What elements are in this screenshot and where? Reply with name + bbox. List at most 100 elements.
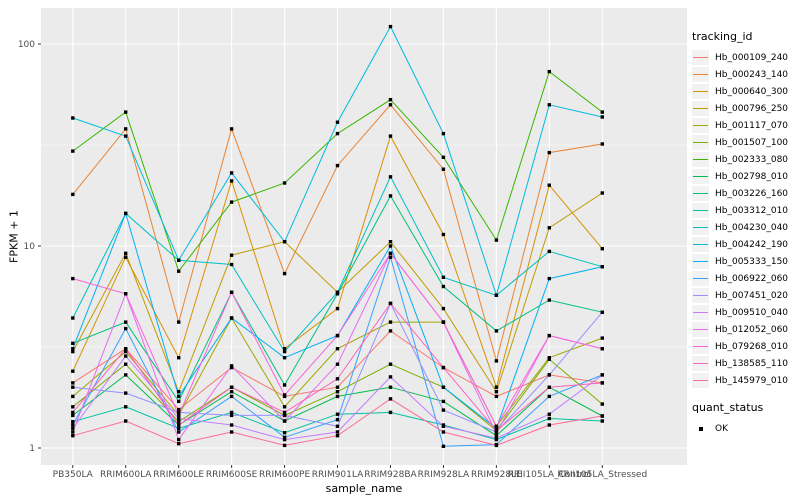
legend-entry-Hb_002333_080: Hb_002333_080 xyxy=(692,151,798,168)
data-point xyxy=(229,413,234,418)
legend-entry-Hb_003312_010: Hb_003312_010 xyxy=(692,202,798,219)
data-point xyxy=(600,414,604,418)
legend-entry-quant-OK: OK xyxy=(692,420,798,437)
data-point xyxy=(71,394,75,399)
data-point xyxy=(177,258,181,262)
data-point xyxy=(388,103,393,107)
x-tick-label: RRII105LA_Control xyxy=(508,470,591,480)
data-point xyxy=(441,284,446,289)
data-point xyxy=(388,410,393,415)
data-point xyxy=(494,390,499,394)
data-point xyxy=(124,255,128,259)
data-point xyxy=(335,434,340,438)
legend-key-line-icon xyxy=(692,254,709,269)
data-point xyxy=(441,320,446,324)
data-point xyxy=(71,349,75,354)
legend-entry-Hb_004242_190: Hb_004242_190 xyxy=(692,236,798,253)
data-point xyxy=(71,434,75,438)
legend-entry-label: Hb_000109_240 xyxy=(715,52,789,63)
legend-entry-label: Hb_004230_040 xyxy=(715,222,789,233)
data-point xyxy=(335,394,340,399)
legend-key-line-icon xyxy=(692,271,709,286)
data-point xyxy=(494,424,499,428)
data-point xyxy=(335,333,340,338)
data-point xyxy=(600,142,604,146)
legend-entry-Hb_145979_010: Hb_145979_010 xyxy=(692,372,798,389)
data-point xyxy=(441,131,446,136)
data-point xyxy=(547,357,551,361)
data-point xyxy=(71,149,75,153)
data-point xyxy=(71,116,75,120)
data-point xyxy=(124,251,128,255)
data-point xyxy=(177,320,181,324)
data-point xyxy=(494,394,499,399)
legend-entry-Hb_000796_250: Hb_000796_250 xyxy=(692,100,798,117)
data-point xyxy=(388,375,393,379)
y-tick-label: 100 xyxy=(18,40,35,50)
data-point xyxy=(388,251,393,255)
data-point xyxy=(229,390,234,394)
data-point xyxy=(282,413,287,418)
data-point xyxy=(124,362,128,366)
data-point xyxy=(124,127,128,131)
legend-entry-label: Hb_000243_140 xyxy=(715,69,789,80)
data-point xyxy=(282,437,287,442)
x-tick-label: RRII105LA_Stressed xyxy=(557,470,647,480)
y-tick-label: 1 xyxy=(29,444,35,454)
data-point xyxy=(600,110,604,114)
data-point xyxy=(229,430,234,434)
data-point xyxy=(494,436,499,440)
x-tick-label: RRIM600LE xyxy=(153,470,204,480)
data-point xyxy=(335,424,340,428)
data-point xyxy=(177,420,181,424)
data-point xyxy=(229,171,234,175)
legend-entry-label: Hb_009510_040 xyxy=(715,307,789,318)
data-point xyxy=(71,413,75,418)
legend-entry-Hb_001117_070: Hb_001117_070 xyxy=(692,117,798,134)
data-point xyxy=(124,354,128,358)
x-tick-label: PB350LA xyxy=(53,470,94,480)
data-point xyxy=(547,333,551,338)
data-point xyxy=(494,434,499,438)
legend-entry-Hb_000640_300: Hb_000640_300 xyxy=(692,83,798,100)
data-point xyxy=(282,347,287,351)
data-point xyxy=(388,301,393,306)
data-point xyxy=(547,150,551,155)
legend-key-line-icon xyxy=(692,152,709,167)
data-point xyxy=(124,373,128,377)
data-point xyxy=(441,444,446,448)
data-point xyxy=(600,265,604,269)
legend-entry-label: Hb_007451_020 xyxy=(715,290,789,301)
data-point xyxy=(177,416,181,421)
data-point xyxy=(547,412,551,416)
legend-entry-Hb_079268_010: Hb_079268_010 xyxy=(692,338,798,355)
legend-entry-label: Hb_002333_080 xyxy=(715,154,789,165)
legend-key-line-icon xyxy=(692,186,709,201)
legend-key-line-icon xyxy=(692,118,709,133)
data-point xyxy=(494,359,499,363)
data-point xyxy=(441,408,446,412)
x-tick-label: RRIM928LE xyxy=(471,470,522,480)
data-point xyxy=(282,181,287,185)
data-point xyxy=(71,385,75,389)
data-point xyxy=(71,420,75,424)
data-point xyxy=(282,443,287,448)
data-point xyxy=(177,390,181,394)
data-point xyxy=(229,200,234,204)
x-tick-label: RRIM928LA xyxy=(418,470,470,480)
data-point xyxy=(547,298,551,302)
data-point xyxy=(441,167,446,171)
data-point xyxy=(282,393,287,397)
data-point xyxy=(547,183,551,187)
data-point xyxy=(177,410,181,415)
data-point xyxy=(600,373,604,377)
data-point xyxy=(388,255,393,259)
legend-entry-label: Hb_000796_250 xyxy=(715,103,789,114)
data-point xyxy=(71,381,75,385)
data-point xyxy=(71,316,75,320)
data-point xyxy=(600,419,604,423)
data-point xyxy=(282,383,287,387)
data-point xyxy=(441,399,446,404)
data-point xyxy=(71,405,75,409)
data-point xyxy=(177,394,181,399)
